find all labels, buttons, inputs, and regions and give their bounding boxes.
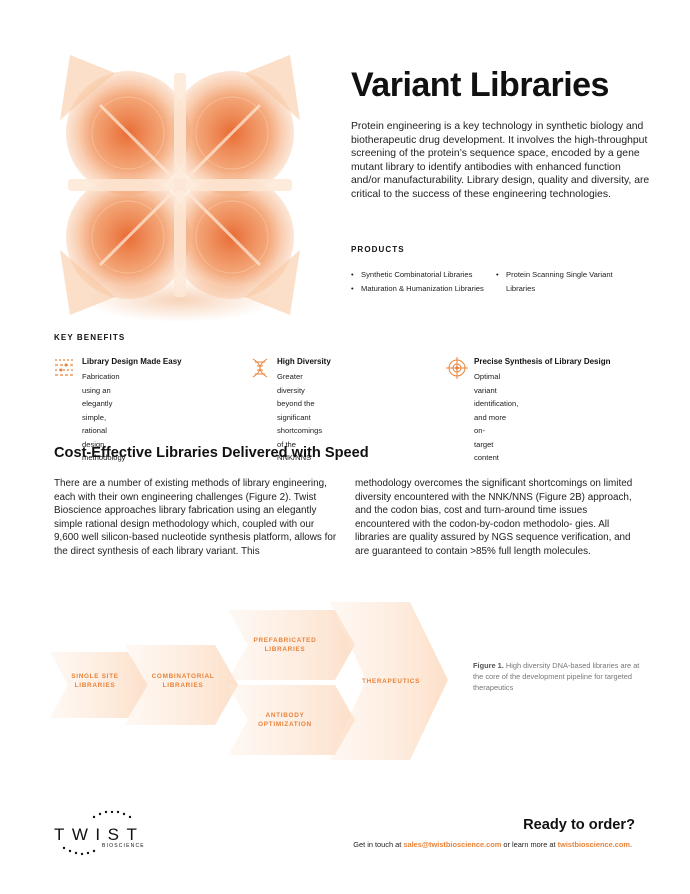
- chevron-combinatorial: [125, 645, 238, 725]
- figure-caption: Figure 1. High diversity DNA-based libra…: [473, 661, 640, 693]
- benefit-title: Precise Synthesis of Library Design: [474, 357, 611, 366]
- library-design-icon: [55, 359, 75, 376]
- step-prefabricated: PREFABRICATED LIBRARIES: [253, 637, 317, 653]
- product-item-continuation: Libraries: [506, 284, 536, 293]
- product-item: • Synthetic Combinatorial Libraries: [351, 270, 473, 279]
- section-heading: Cost-Effective Libraries Delivered with …: [54, 445, 369, 461]
- intro-paragraph: Protein engineering is a key technology …: [351, 121, 650, 200]
- chevron-antibody: [228, 685, 355, 755]
- contact-line: Get in touch at sales@twistbioscience.co…: [353, 840, 632, 849]
- step-combinatorial: COMBINATORIAL LIBRARIES: [151, 673, 215, 689]
- benefit-text: Fabrication using an elegantly simple, r…: [82, 372, 126, 462]
- benefit-text: Optimal variant identification, and more…: [474, 372, 519, 462]
- logo-dots: [62, 810, 132, 856]
- twist-logo: TWIST BIOSCIENCE: [54, 808, 164, 858]
- benefit-title: Library Design Made Easy: [82, 357, 182, 366]
- cta-heading: Ready to order?: [523, 817, 635, 833]
- logo-subtitle: BIOSCIENCE: [102, 843, 145, 849]
- pipeline-diagram: [50, 602, 448, 760]
- diagonal-lines: [98, 103, 262, 267]
- chevron-therapeutics: [330, 602, 448, 760]
- step-antibody: ANTIBODY OPTIMIZATION: [258, 712, 312, 728]
- crosshair-icon: [446, 357, 468, 379]
- chevron-single-site: [50, 652, 148, 718]
- page-title: Variant Libraries: [351, 66, 609, 104]
- step-single-site: SINGLE SITE LIBRARIES: [71, 673, 119, 689]
- hero-illustration: [60, 55, 300, 322]
- email-link[interactable]: sales@twistbioscience.com: [403, 840, 502, 849]
- diversity-icon: [252, 358, 268, 378]
- products-heading: PRODUCTS: [351, 245, 405, 254]
- step-therapeutics: THERAPEUTICS: [361, 678, 421, 685]
- benefit-title: High Diversity: [277, 357, 331, 366]
- body-column-right: methodology overcomes the significant sh…: [355, 478, 633, 557]
- logo-wordmark: TWIST: [54, 825, 145, 844]
- benefit-text: Greater diversity beyond the significant…: [277, 372, 323, 462]
- website-link[interactable]: twistbioscience.com: [557, 840, 630, 849]
- product-item: • Maturation & Humanization Libraries: [351, 284, 484, 293]
- chevron-prefabricated: [228, 610, 355, 680]
- body-column-left: There are a number of existing methods o…: [54, 478, 337, 557]
- product-item: • Protein Scanning Single Variant: [496, 270, 613, 279]
- key-benefits-heading: KEY BENEFITS: [54, 333, 126, 342]
